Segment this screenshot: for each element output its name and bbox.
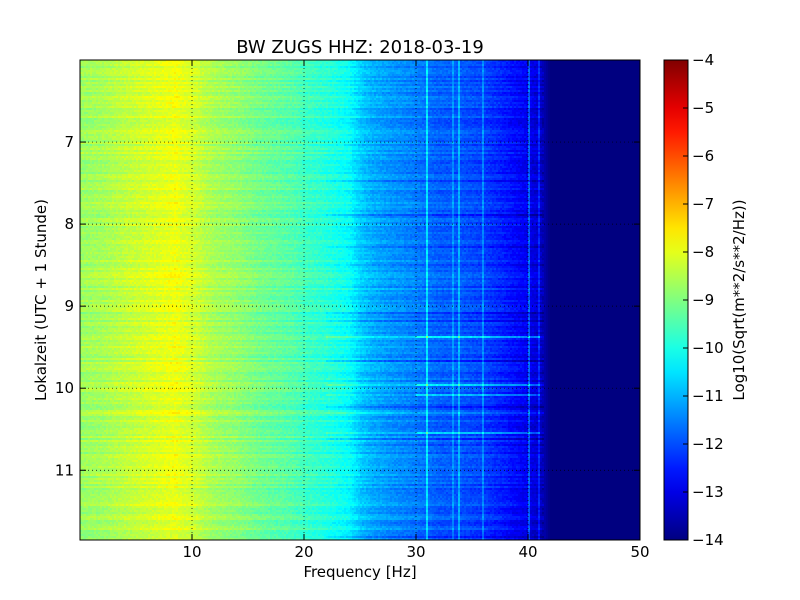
colorbar-tick-label: −4	[692, 51, 714, 69]
spectrogram-raster	[80, 60, 640, 540]
x-tick-label: 50	[630, 543, 649, 561]
colorbar-ticks: −4 −5 −6 −7 −8 −9 −10 −11 −12 −13 −14	[683, 51, 724, 549]
colorbar-tick-label: −6	[692, 147, 714, 165]
colorbar-tick-label: −12	[692, 435, 724, 453]
colorbar-tick-label: −13	[692, 483, 724, 501]
y-tick-label: 7	[64, 133, 74, 151]
colorbar-tick-label: −14	[692, 531, 724, 549]
x-tick-label: 20	[294, 543, 313, 561]
y-tick-label: 11	[55, 461, 74, 479]
x-tick-label: 40	[518, 543, 537, 561]
colorbar-tick-label: −9	[692, 291, 714, 309]
x-tick-label: 10	[182, 543, 201, 561]
chart-title: BW ZUGS HHZ: 2018-03-19	[236, 37, 484, 58]
plot-area	[79, 59, 641, 541]
colorbar-tick-label: −5	[692, 99, 714, 117]
colorbar-tick-label: −10	[692, 339, 724, 357]
y-tick-label: 8	[64, 215, 74, 233]
y-axis-label: Lokalzeit (UTC + 1 Stunde)	[32, 199, 50, 401]
colorbar-tick-label: −8	[692, 243, 714, 261]
x-axis-ticks: 10 20 30 40 50	[182, 60, 650, 561]
colorbar-tick-label: −11	[692, 387, 724, 405]
colorbar-tick-label: −7	[692, 195, 714, 213]
y-tick-label: 9	[64, 297, 74, 315]
colorbar-label: Log10(Sqrt(m**2/s**2/Hz))	[730, 199, 748, 400]
x-tick-label: 30	[406, 543, 425, 561]
plot-frame	[79, 59, 641, 541]
grid-lines	[80, 60, 640, 540]
x-axis-label: Frequency [Hz]	[303, 563, 416, 581]
y-tick-label: 10	[55, 379, 74, 397]
